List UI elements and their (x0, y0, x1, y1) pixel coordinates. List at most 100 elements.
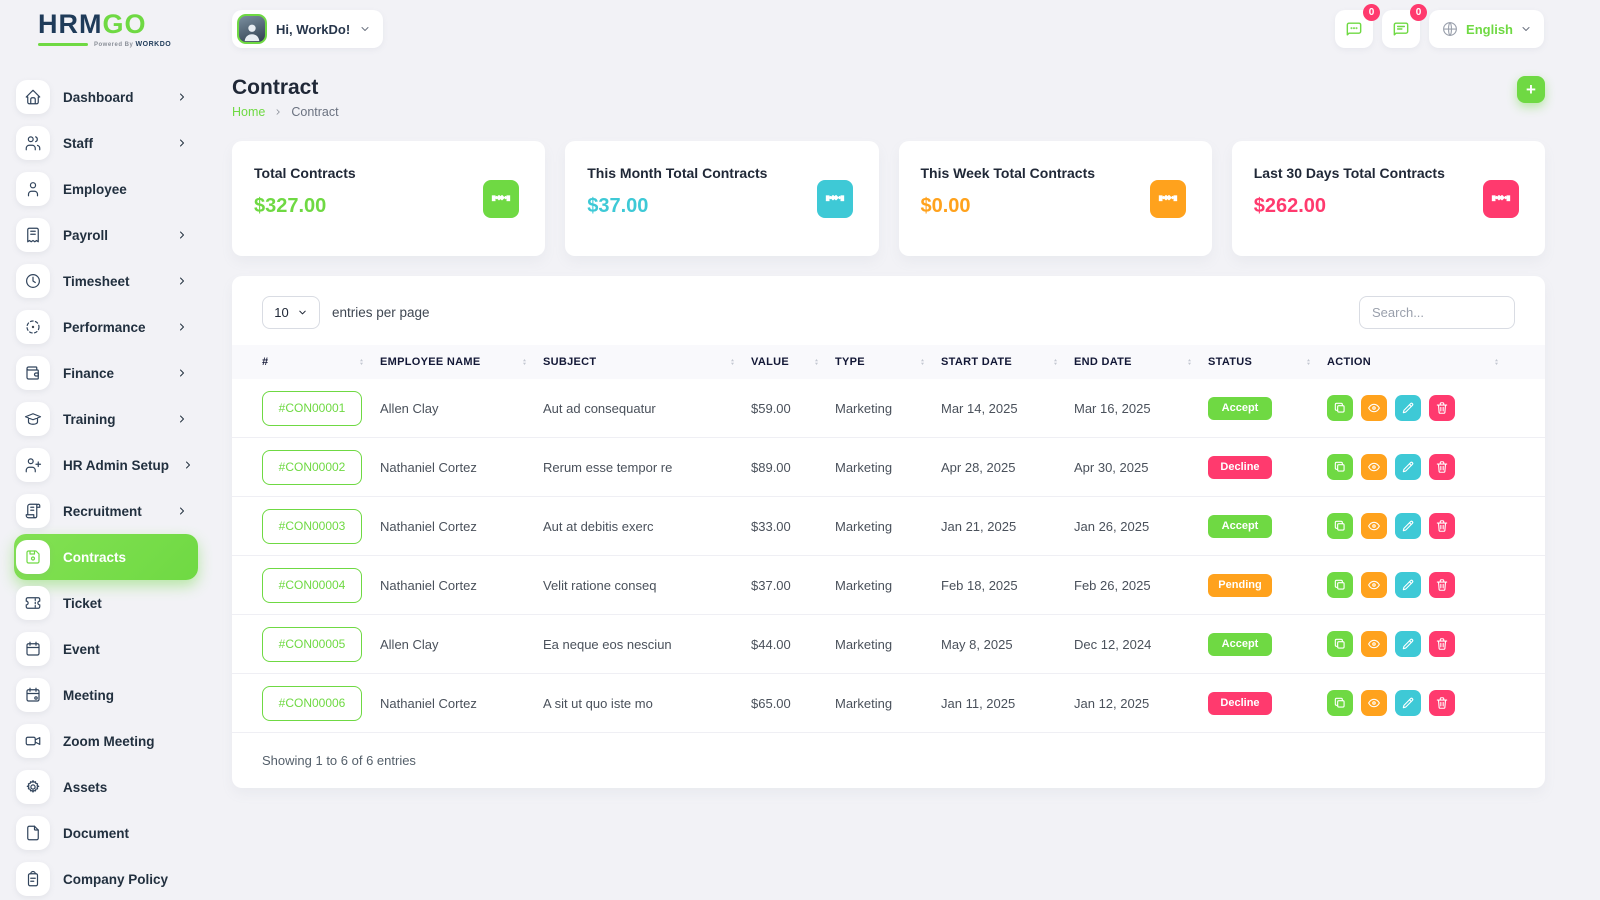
column-header-subject[interactable]: SUBJECT (543, 355, 751, 369)
brand-underline (38, 42, 88, 46)
cell-employee-name: Nathaniel Cortez (380, 577, 477, 593)
pencil-action-button[interactable] (1395, 572, 1421, 598)
sidebar-item-employee[interactable]: Employee (14, 166, 198, 212)
cell-start-date: Mar 14, 2025 (941, 400, 1018, 416)
status-badge[interactable]: Decline (1208, 691, 1272, 715)
chat-button[interactable]: 0 (1335, 4, 1381, 48)
contract-id-link[interactable]: #CON00002 (262, 449, 362, 485)
eye-action-button[interactable] (1361, 454, 1387, 480)
sort-icon (1495, 359, 1498, 365)
column-header-value[interactable]: VALUE (751, 355, 835, 369)
column-header-action[interactable]: ACTION (1327, 355, 1515, 369)
eye-action-button[interactable] (1361, 395, 1387, 421)
contract-id-link[interactable]: #CON00003 (262, 508, 362, 544)
cell-employee-name: Allen Clay (380, 400, 439, 416)
user-menu-button[interactable]: Hi, WorkDo! (232, 10, 384, 48)
copy-action-button[interactable] (1327, 631, 1353, 657)
sidebar-item-recruitment[interactable]: Recruitment (14, 488, 198, 534)
sidebar-item-event[interactable]: Event (14, 626, 198, 672)
row-actions (1327, 631, 1515, 657)
pencil-action-button[interactable] (1395, 631, 1421, 657)
sidebar-item-hr-admin-setup[interactable]: HR Admin Setup (14, 442, 198, 488)
eye-action-button[interactable] (1361, 631, 1387, 657)
sidebar-item-timesheet[interactable]: Timesheet (14, 258, 198, 304)
eye-action-button[interactable] (1361, 572, 1387, 598)
sidebar-item-contracts[interactable]: Contracts (14, 534, 198, 580)
sidebar-item-label: Assets (63, 779, 108, 795)
column-header--[interactable]: # (262, 355, 380, 369)
cell-type: Marketing (835, 459, 893, 475)
column-header-label: EMPLOYEE NAME (380, 356, 481, 368)
column-header-status[interactable]: STATUS (1208, 355, 1327, 369)
sidebar-item-training[interactable]: Training (14, 396, 198, 442)
trash-action-button[interactable] (1429, 395, 1455, 421)
eye-action-button[interactable] (1361, 513, 1387, 539)
user-greeting: Hi, WorkDo! (276, 21, 351, 37)
sidebar-item-label: Zoom Meeting (63, 733, 155, 749)
cell-subject: A sit ut quo iste mo (543, 695, 653, 711)
pencil-action-button[interactable] (1395, 395, 1421, 421)
sidebar-item-company-policy[interactable]: Company Policy (14, 856, 198, 900)
search-input[interactable] (1359, 296, 1515, 329)
contract-id-link[interactable]: #CON00004 (262, 567, 362, 603)
status-badge[interactable]: Accept (1208, 396, 1272, 420)
sidebar-item-staff[interactable]: Staff (14, 120, 198, 166)
status-badge[interactable]: Accept (1208, 632, 1272, 656)
status-badge[interactable]: Accept (1208, 514, 1272, 538)
eye-action-button[interactable] (1361, 690, 1387, 716)
file-icon (16, 816, 50, 850)
breadcrumb-home-link[interactable]: Home (232, 105, 266, 119)
contract-id-link[interactable]: #CON00005 (262, 626, 362, 662)
sidebar-item-finance[interactable]: Finance (14, 350, 198, 396)
chevron-right-icon (180, 139, 184, 147)
copy-action-button[interactable] (1327, 572, 1353, 598)
trash-action-button[interactable] (1429, 513, 1455, 539)
cell-end-date: Apr 30, 2025 (1074, 459, 1149, 475)
column-header-type[interactable]: TYPE (835, 355, 941, 369)
add-contract-button[interactable]: + (1517, 76, 1545, 103)
pencil-action-button[interactable] (1395, 690, 1421, 716)
column-header-label: STATUS (1208, 356, 1253, 368)
breadcrumb: Home Contract (232, 105, 339, 119)
status-badge[interactable]: Decline (1208, 455, 1272, 479)
copy-action-button[interactable] (1327, 513, 1353, 539)
sidebar-item-performance[interactable]: Performance (14, 304, 198, 350)
sidebar-item-payroll[interactable]: Payroll (14, 212, 198, 258)
sidebar-item-ticket[interactable]: Ticket (14, 580, 198, 626)
receipt-icon (16, 218, 50, 252)
language-selector[interactable]: English (1429, 10, 1544, 48)
pencil-action-button[interactable] (1395, 454, 1421, 480)
cell-value: $44.00 (751, 636, 791, 652)
sidebar-item-document[interactable]: Document (14, 810, 198, 856)
trash-action-button[interactable] (1429, 572, 1455, 598)
chevron-right-icon (180, 231, 184, 239)
trash-action-button[interactable] (1429, 454, 1455, 480)
brand-powered-by: Powered By WORKDO (38, 41, 232, 48)
column-header-start-date[interactable]: START DATE (941, 355, 1074, 369)
trash-action-button[interactable] (1429, 690, 1455, 716)
status-badge[interactable]: Pending (1208, 573, 1272, 597)
messages-button[interactable]: 0 (1382, 4, 1428, 48)
column-header-label: # (262, 356, 269, 368)
sidebar-item-dashboard[interactable]: Dashboard (14, 74, 198, 120)
main-content: Contract Home Contract + Total Contracts… (232, 58, 1600, 900)
brand-logo[interactable]: HRMGO Powered By WORKDO (0, 10, 232, 48)
copy-action-button[interactable] (1327, 454, 1353, 480)
copy-action-button[interactable] (1327, 690, 1353, 716)
trash-action-button[interactable] (1429, 631, 1455, 657)
column-header-employee-name[interactable]: EMPLOYEE NAME (380, 355, 543, 369)
cell-employee-name: Nathaniel Cortez (380, 518, 477, 534)
cell-value: $89.00 (751, 459, 791, 475)
entries-per-page-select[interactable]: 10 (262, 296, 320, 329)
pencil-action-button[interactable] (1395, 513, 1421, 539)
contract-id-link[interactable]: #CON00001 (262, 390, 362, 426)
sidebar-item-assets[interactable]: Assets (14, 764, 198, 810)
page-title: Contract (232, 76, 319, 99)
sidebar-item-meeting[interactable]: Meeting (14, 672, 198, 718)
sidebar-item-label: Event (63, 641, 100, 657)
copy-action-button[interactable] (1327, 395, 1353, 421)
sidebar-item-zoom-meeting[interactable]: Zoom Meeting (14, 718, 198, 764)
column-header-end-date[interactable]: END DATE (1074, 355, 1208, 369)
table-row: #CON00002 Nathaniel Cortez Rerum esse temp… (232, 438, 1545, 497)
contract-id-link[interactable]: #CON00006 (262, 685, 362, 721)
